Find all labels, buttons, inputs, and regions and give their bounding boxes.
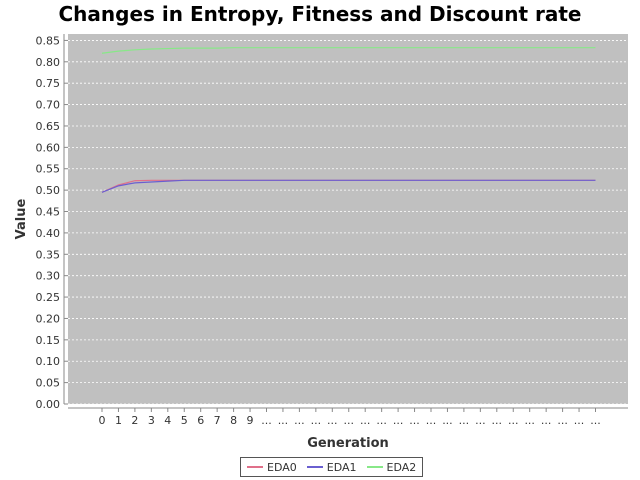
x-axis-label: Generation — [307, 436, 389, 451]
series-lines — [101, 47, 596, 193]
legend: EDA0 EDA1 EDA2 — [240, 457, 424, 477]
legend-label: EDA2 — [386, 460, 417, 474]
x-tick-label: ... — [541, 414, 552, 427]
y-tick-label: 0.50 — [36, 184, 61, 197]
x-tick-label: 1 — [115, 414, 122, 427]
series-line-eda2 — [101, 47, 596, 54]
x-tick-label: ... — [261, 414, 272, 427]
x-tick-label: ... — [442, 414, 453, 427]
x-tick-label: 6 — [197, 414, 204, 427]
x-tick-label: 0 — [99, 414, 106, 427]
x-tick-label: ... — [311, 414, 322, 427]
y-tick-label: 0.20 — [36, 312, 61, 325]
legend-swatch — [366, 466, 383, 468]
axes: 0.00 0.05 0.10 0.15 0.20 0.25 0.30 0.35 0.40 0.45… — [36, 34, 628, 427]
x-tick-label: ... — [393, 414, 404, 427]
y-tick-label: 0.25 — [36, 291, 61, 304]
x-tick-label: 7 — [214, 414, 221, 427]
x-tick-label: ... — [574, 414, 585, 427]
x-tick-label: 2 — [131, 414, 138, 427]
grid-lines — [68, 40, 628, 405]
legend-item-eda1: EDA1 — [306, 460, 357, 474]
legend-item-eda0: EDA0 — [247, 461, 297, 474]
plot-area — [68, 34, 628, 404]
legend-swatch — [306, 466, 323, 468]
x-tick-label: ... — [524, 414, 535, 427]
y-tick-label: 0.85 — [36, 34, 61, 47]
x-tick-label: ... — [327, 414, 338, 427]
y-tick-label: 0.15 — [36, 334, 61, 347]
x-tick-label: ... — [557, 414, 568, 427]
x-tick-label: 8 — [230, 414, 237, 427]
x-tick-label: ... — [508, 414, 519, 427]
x-tick-label: 3 — [148, 414, 155, 427]
chart-title: Changes in Entropy, Fitness and Discount… — [58, 2, 582, 26]
y-tick-label: 0.10 — [36, 355, 61, 368]
y-tick-label: 0.60 — [36, 141, 61, 154]
x-tick-label: ... — [590, 414, 601, 427]
x-tick-label: 9 — [247, 414, 254, 427]
y-tick-label: 0.45 — [36, 206, 61, 219]
y-tick-label: 0.00 — [36, 398, 61, 411]
y-axis-label: Value — [14, 198, 29, 239]
x-tick-label: ... — [278, 414, 289, 427]
y-tick-label: 0.55 — [36, 163, 61, 176]
x-tick-label: 5 — [181, 414, 188, 427]
y-tick-label: 0.05 — [36, 377, 61, 390]
y-tick-label: 0.65 — [36, 120, 61, 133]
x-tick-label: 4 — [164, 414, 171, 427]
y-tick-label: 0.30 — [36, 270, 61, 283]
x-tick-label: ... — [344, 414, 355, 427]
y-tick-label: 0.40 — [36, 227, 61, 240]
x-tick-label: ... — [426, 414, 437, 427]
x-tick-label: ... — [409, 414, 420, 427]
x-tick-label: ... — [360, 414, 371, 427]
y-tick-label: 0.80 — [36, 56, 61, 69]
series-line-eda1 — [101, 179, 596, 193]
legend-label: EDA0 — [267, 460, 297, 474]
x-tick-label: ... — [294, 414, 305, 427]
legend-item-eda2: EDA2 — [366, 460, 417, 474]
legend-swatch — [247, 466, 263, 468]
x-tick-label: ... — [459, 414, 470, 427]
x-tick-label: ... — [376, 414, 387, 427]
y-tick-label: 0.75 — [36, 77, 61, 90]
y-tick-label: 0.35 — [36, 248, 61, 261]
x-tick-label: ... — [492, 414, 503, 427]
y-tick-label: 0.70 — [36, 99, 61, 112]
x-tick-label: ... — [475, 414, 486, 427]
legend-label: EDA1 — [326, 460, 357, 474]
